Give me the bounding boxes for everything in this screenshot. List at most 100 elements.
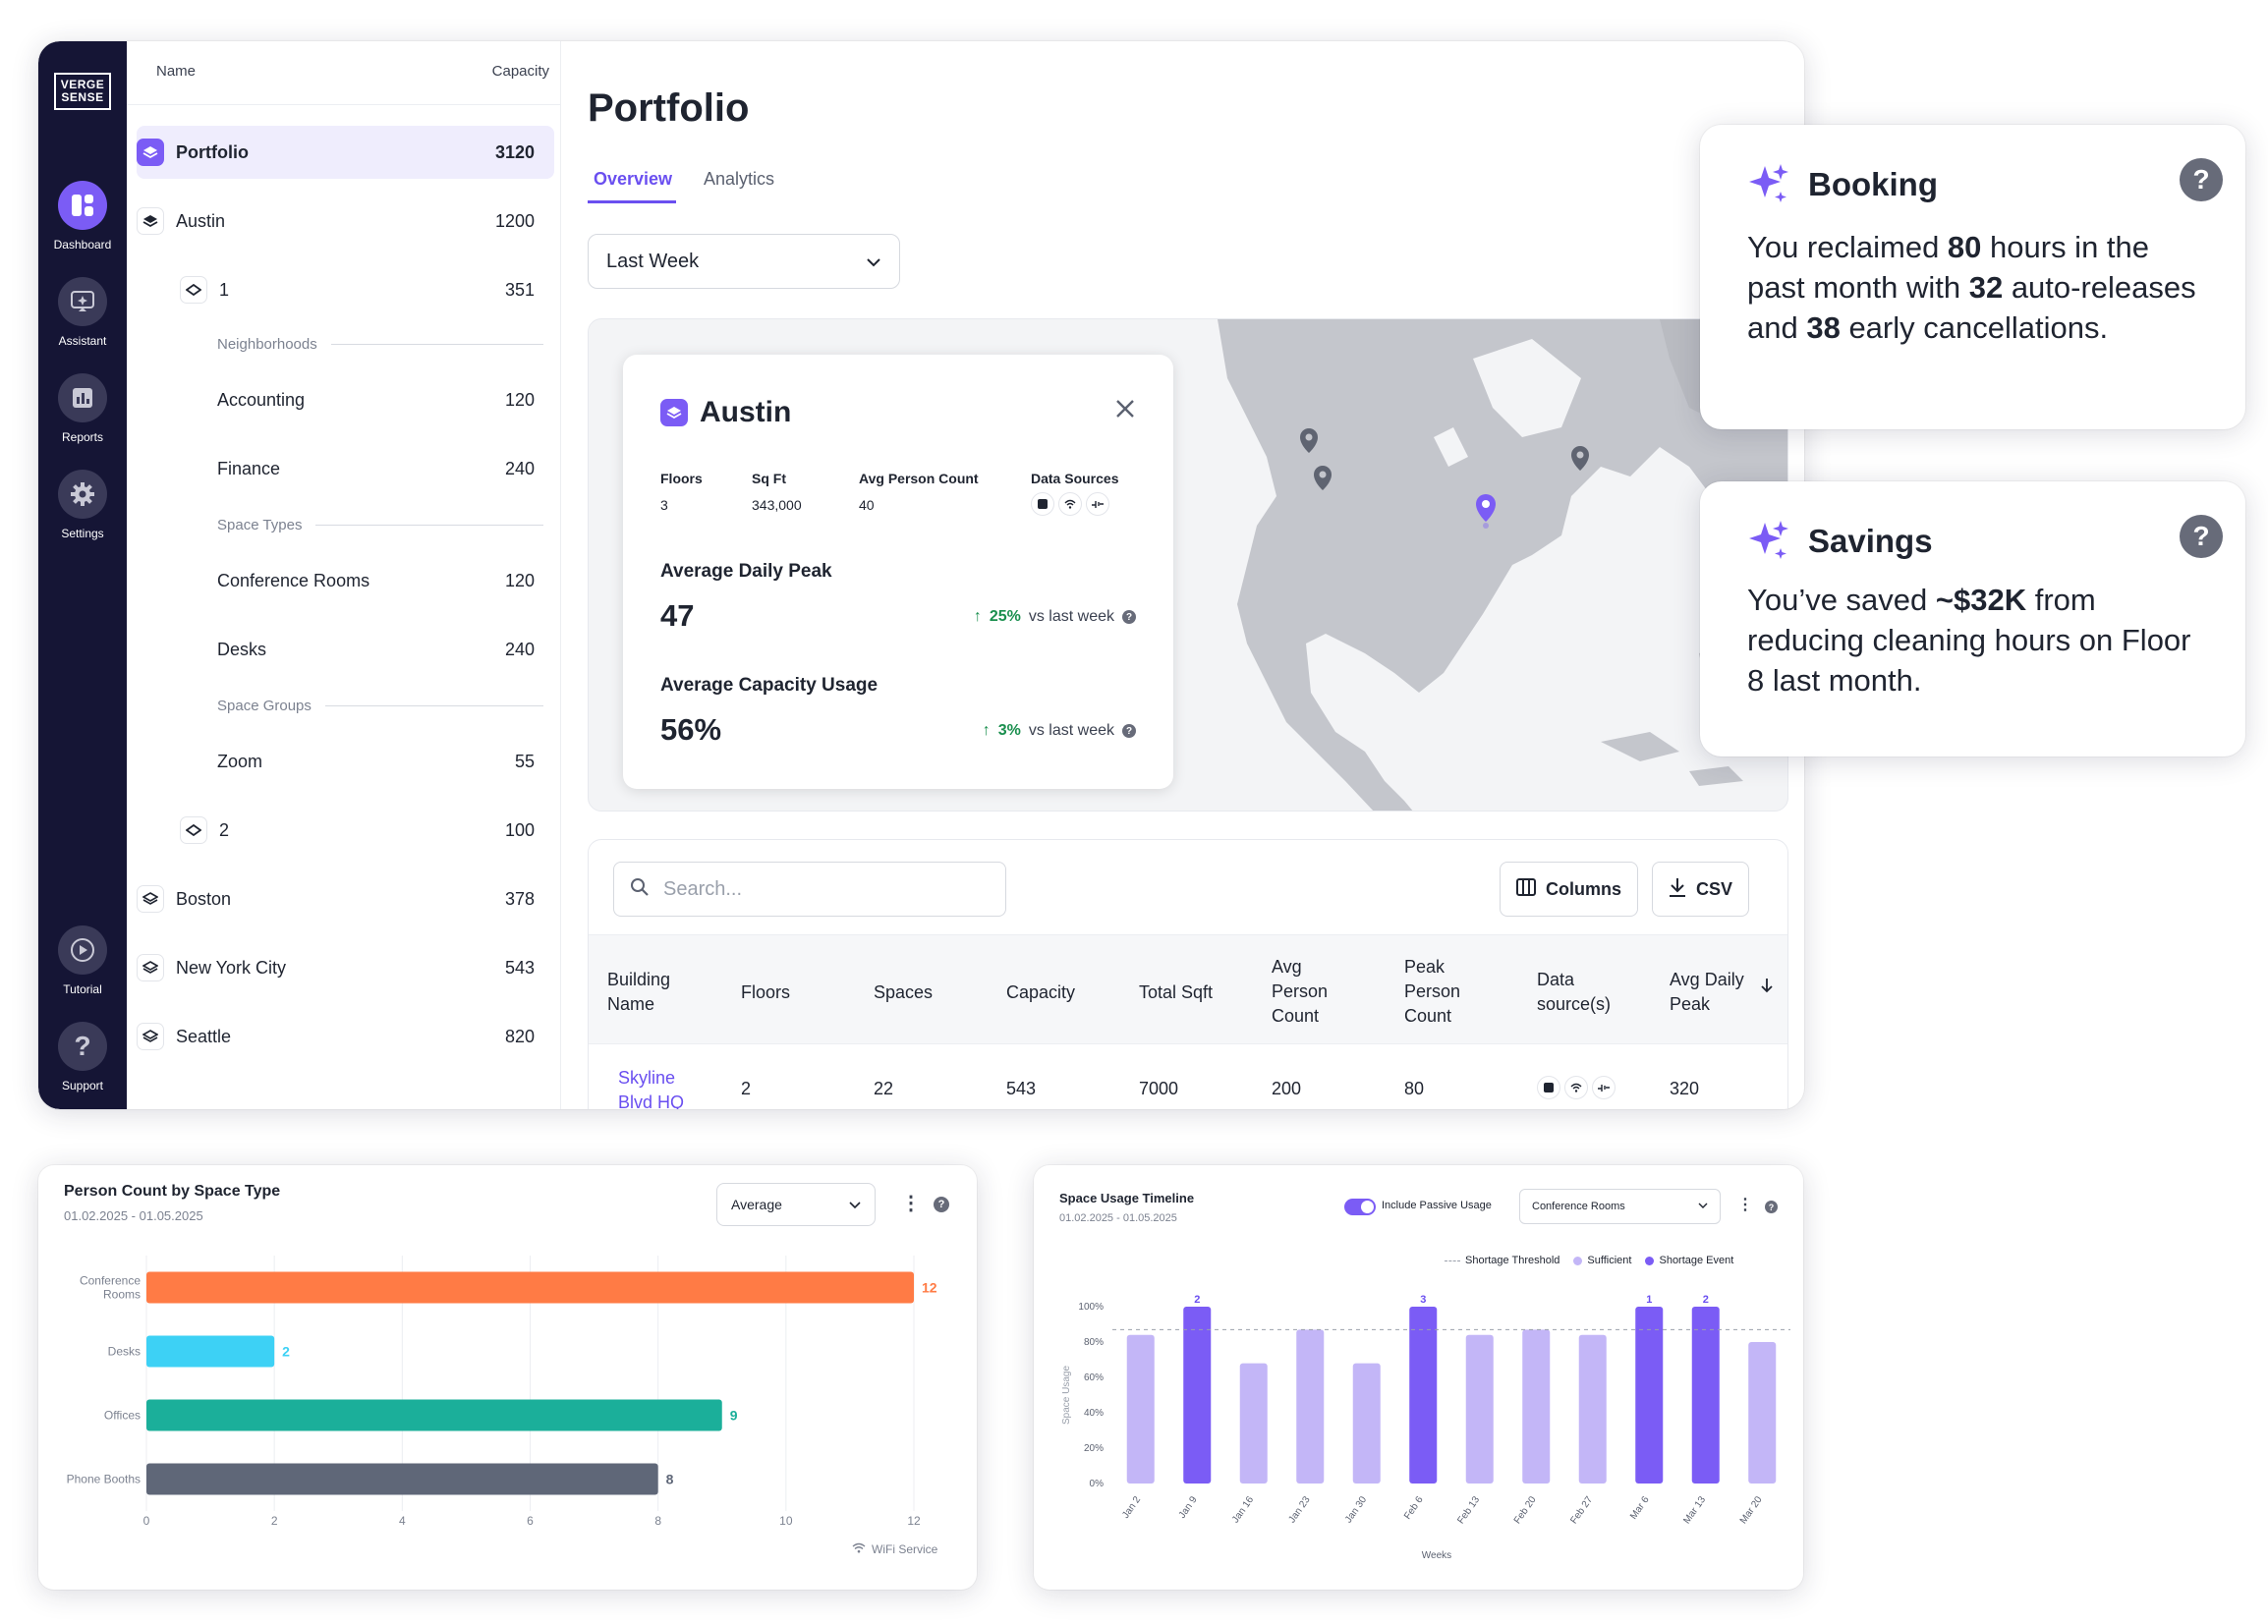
x-tick-label: Feb 20: [1512, 1494, 1539, 1526]
help-icon[interactable]: ?: [2180, 158, 2223, 201]
help-icon[interactable]: ?: [1765, 1201, 1778, 1213]
wifi-icon: [852, 1542, 866, 1556]
location-pin-icon: [1300, 428, 1318, 453]
app-window: VERGE SENSE Dashboard Assistant Reports: [38, 41, 1804, 1109]
card-title: Austin: [700, 396, 792, 428]
y-tick-label: 60%: [1084, 1372, 1104, 1383]
sparkle-icon: [1747, 162, 1790, 210]
arrow-down-icon[interactable]: [1760, 978, 1774, 998]
tree-item-desks[interactable]: Desks 240: [217, 639, 535, 659]
tree-item-austin[interactable]: Austin 1200: [137, 195, 554, 248]
tree-item-conference-rooms[interactable]: Conference Rooms 120: [217, 570, 535, 590]
help-icon[interactable]: ?: [934, 1197, 949, 1212]
column-header[interactable]: Avg Person Count: [1272, 957, 1329, 1026]
aggregation-select[interactable]: Average: [716, 1183, 876, 1226]
x-tick-label: Jan 23: [1286, 1494, 1312, 1525]
search-input[interactable]: Search...: [613, 862, 1006, 917]
insight-title: Savings: [1808, 523, 1933, 559]
metric-label: Average Daily Peak: [660, 561, 832, 582]
period-select[interactable]: Last Week: [588, 234, 900, 289]
nav-settings[interactable]: Settings: [38, 470, 127, 540]
column-header[interactable]: Data source(s): [1537, 970, 1612, 1014]
tree-item-zoom[interactable]: Zoom 55: [217, 751, 535, 771]
nav-support[interactable]: ? Support: [38, 1022, 127, 1092]
tree-item-portfolio[interactable]: Portfolio 3120: [137, 126, 554, 179]
bar: [1635, 1307, 1664, 1484]
tree-item-boston[interactable]: Boston 378: [137, 872, 554, 925]
help-icon[interactable]: ?: [1122, 610, 1136, 624]
event-count-label: 1: [1646, 1294, 1652, 1306]
bar: [146, 1271, 914, 1304]
metric-value: 56%: [660, 712, 722, 747]
signal-icon: [1592, 1076, 1616, 1099]
tree-item-floor-2[interactable]: 2 100: [137, 804, 554, 857]
sparkle-icon: [1747, 519, 1790, 567]
column-header[interactable]: Spaces: [874, 982, 934, 1002]
x-tick-label: Jan 2: [1120, 1494, 1143, 1521]
signal-icon: [1086, 492, 1109, 516]
bar: [1296, 1329, 1325, 1484]
csv-button[interactable]: CSV: [1652, 862, 1750, 917]
group-space-groups: Space Groups: [217, 698, 543, 714]
toggle-label: Include Passive Usage: [1382, 1200, 1492, 1211]
tab-overview[interactable]: Overview: [594, 169, 673, 189]
help-icon[interactable]: ?: [2180, 515, 2223, 558]
more-options-icon[interactable]: ⋮: [901, 1193, 921, 1214]
bar: [1126, 1334, 1155, 1484]
nav-tutorial[interactable]: Tutorial: [38, 925, 127, 996]
table-cell: 2: [741, 1079, 752, 1098]
column-header[interactable]: Floors: [741, 982, 791, 1002]
insight-text: You’ve saved ~$32K from reducing cleanin…: [1747, 583, 2191, 698]
chevron-down-icon: [1698, 1201, 1708, 1212]
y-tick-label: Conference Rooms: [80, 1274, 141, 1302]
tree-item-floor-1[interactable]: 1 351: [137, 263, 554, 316]
column-header[interactable]: Building Name: [607, 970, 671, 1014]
stat-value: 40: [859, 497, 875, 513]
floor-icon: [180, 276, 207, 304]
nav-dashboard[interactable]: Dashboard: [38, 181, 127, 252]
help-icon[interactable]: ?: [1122, 724, 1136, 738]
tree-item-accounting[interactable]: Accounting 120: [217, 389, 535, 410]
location-pin-icon: [1571, 446, 1589, 471]
layers-icon: [137, 885, 164, 913]
table-cell: 22: [874, 1079, 894, 1098]
passive-usage-toggle[interactable]: [1344, 1199, 1376, 1215]
more-options-icon[interactable]: ⋮: [1737, 1197, 1753, 1213]
bar: [1578, 1334, 1607, 1484]
column-header[interactable]: Avg Daily Peak: [1670, 970, 1744, 1014]
legend-item: Shortage Threshold: [1445, 1255, 1559, 1266]
column-header[interactable]: Capacity: [1006, 982, 1076, 1002]
location-pin-icon: [1476, 494, 1496, 529]
tab-analytics[interactable]: Analytics: [704, 169, 775, 189]
nav-assistant[interactable]: Assistant: [38, 277, 127, 348]
column-header[interactable]: Peak Person Count: [1404, 957, 1461, 1026]
layers-icon: [660, 399, 688, 426]
tree-item-finance[interactable]: Finance 240: [217, 458, 535, 478]
logo[interactable]: VERGE SENSE: [54, 73, 111, 110]
tab-indicator: [588, 200, 676, 203]
building-link[interactable]: Skyline Blvd HQ: [618, 1068, 685, 1109]
space-usage-chart-card: Space Usage Timeline 01.02.2025 - 01.05.…: [1034, 1165, 1803, 1590]
data-sources: [1537, 1076, 1616, 1099]
x-tick-label: 0: [143, 1514, 150, 1528]
column-header[interactable]: Total Sqft: [1139, 982, 1214, 1002]
columns-button[interactable]: Columns: [1500, 862, 1639, 917]
layers-icon: [137, 139, 164, 166]
tree-item-new-york-city[interactable]: New York City 543: [137, 941, 554, 994]
space-type-select[interactable]: Conference Rooms: [1519, 1189, 1721, 1224]
table-cell: 80: [1404, 1079, 1425, 1098]
map[interactable]: Austin Floors 3 Sq Ft 343,000 Avg Person…: [588, 318, 1788, 812]
tree-item-seattle[interactable]: Seattle 820: [137, 1010, 554, 1063]
nav-reports[interactable]: Reports: [38, 373, 127, 444]
x-tick-label: 10: [779, 1514, 793, 1528]
close-icon[interactable]: [1114, 398, 1136, 424]
arrow-up-icon: ↑: [973, 608, 982, 625]
bar: [146, 1463, 658, 1495]
chevron-down-icon: [849, 1197, 861, 1212]
sensor-icon: [1031, 492, 1054, 516]
tree-header: Name Capacity: [156, 63, 549, 80]
tree-col-name: Name: [156, 63, 197, 80]
austin-info-card: Austin Floors 3 Sq Ft 343,000 Avg Person…: [623, 355, 1173, 789]
bar: [1465, 1334, 1494, 1484]
data-label: 2: [282, 1344, 290, 1360]
